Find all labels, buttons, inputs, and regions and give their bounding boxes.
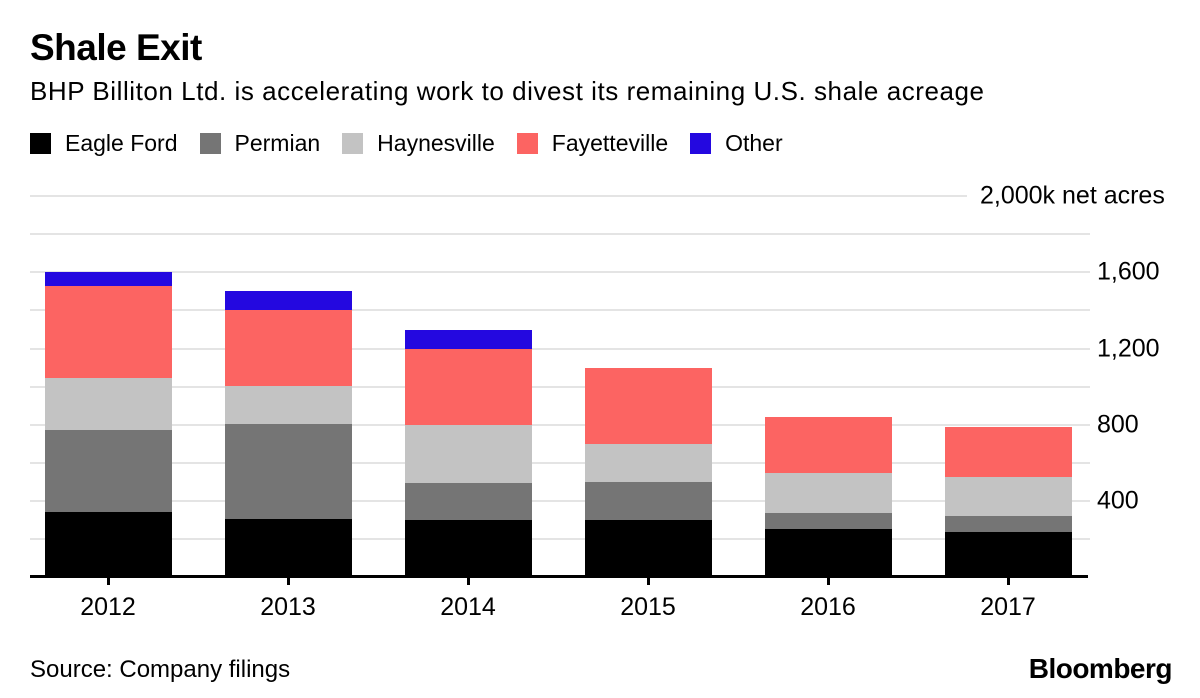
x-label-2015: 2015 [620, 592, 676, 621]
bar-2013-eagle-ford [224, 519, 352, 578]
y-tick-label-1200: 1,200 [1097, 334, 1160, 363]
bar-2013-fayetteville [224, 309, 352, 386]
legend-item-permian: Permian [199, 130, 321, 157]
bar-2016-eagle-ford [764, 528, 892, 578]
bar-2014-other [404, 329, 532, 349]
bar-2015-fayetteville [584, 367, 712, 444]
legend-label-eagle-ford: Eagle Ford [65, 130, 178, 156]
bar-2016-fayetteville [764, 417, 892, 473]
y-tick-label-800: 800 [1097, 410, 1139, 439]
gridline-600 [30, 462, 1090, 465]
gridline-200 [30, 538, 1090, 541]
x-tick-2017 [1006, 577, 1010, 585]
legend-swatch-haynesville [342, 133, 364, 154]
bar-2015-haynesville [584, 443, 712, 483]
x-tick-2015 [646, 577, 650, 585]
bar-2012-haynesville [44, 378, 172, 430]
y-tick-label-400: 400 [1097, 486, 1139, 515]
bar-2014-fayetteville [404, 348, 532, 425]
chart-title: Shale Exit [30, 26, 202, 68]
bar-2013-permian [224, 423, 352, 520]
bar-2013-other [224, 291, 352, 310]
gridline-1600 [30, 271, 1090, 274]
bloomberg-logo: Bloomberg [1028, 653, 1173, 684]
gridline-2000 [30, 195, 967, 197]
gridline-400 [30, 500, 1090, 503]
gridline-800 [30, 423, 1090, 426]
legend-label-haynesville: Haynesville [377, 130, 495, 156]
legend-item-other: Other [690, 130, 783, 157]
legend: Eagle Ford Permian Haynesville Fayetteville… [30, 130, 783, 157]
x-tick-2013 [286, 577, 290, 585]
legend-label-fayetteville: Fayetteville [551, 130, 669, 156]
bar-2012-permian [44, 429, 172, 512]
legend-swatch-other [690, 133, 712, 154]
bar-2012-other [44, 272, 172, 286]
legend-swatch-permian [199, 133, 221, 154]
bar-2014-eagle-ford [404, 520, 532, 578]
source-note: Source: Company filings [30, 656, 291, 683]
legend-swatch-eagle-ford [30, 133, 51, 154]
x-tick-2016 [826, 577, 830, 585]
x-label-2014: 2014 [440, 592, 496, 621]
legend-swatch-fayetteville [516, 133, 538, 154]
bar-2017-haynesville [944, 477, 1072, 516]
legend-label-permian: Permian [234, 130, 321, 156]
bar-2016-haynesville [764, 472, 892, 513]
bar-2014-haynesville [404, 424, 532, 484]
x-label-2016: 2016 [800, 592, 856, 621]
legend-item-eagle-ford: Eagle Ford [30, 130, 178, 157]
y-tick-label-2000: 2,000k net acres [980, 181, 1165, 210]
x-label-2017: 2017 [980, 592, 1036, 621]
bar-2017-permian [944, 515, 1072, 532]
x-label-2012: 2012 [80, 592, 136, 621]
legend-label-other: Other [725, 130, 783, 156]
bar-2015-permian [584, 482, 712, 521]
bar-2014-permian [404, 483, 532, 521]
bar-2012-eagle-ford [44, 511, 172, 578]
x-label-2013: 2013 [260, 592, 316, 621]
chart-subtitle: BHP Billiton Ltd. is accelerating work t… [30, 76, 985, 106]
gridline-1400 [30, 309, 1090, 312]
gridline-1000 [30, 385, 1090, 388]
x-tick-2014 [466, 577, 470, 585]
legend-item-fayetteville: Fayetteville [516, 130, 669, 157]
legend-item-haynesville: Haynesville [342, 130, 495, 157]
bar-2016-permian [764, 512, 892, 529]
bar-2012-fayetteville [44, 285, 172, 379]
x-axis-line [30, 575, 1088, 578]
gridline-1800 [30, 233, 1090, 236]
bar-2017-fayetteville [944, 426, 1072, 478]
gridline-1200 [30, 347, 1090, 350]
y-tick-label-1600: 1,600 [1097, 257, 1160, 286]
plot-area: 400 800 1,200 1,600 2,000k net acres [30, 182, 1165, 578]
x-tick-2012 [106, 577, 110, 585]
bar-2017-eagle-ford [944, 531, 1072, 578]
bar-2013-haynesville [224, 385, 352, 424]
bar-2015-eagle-ford [584, 520, 712, 578]
